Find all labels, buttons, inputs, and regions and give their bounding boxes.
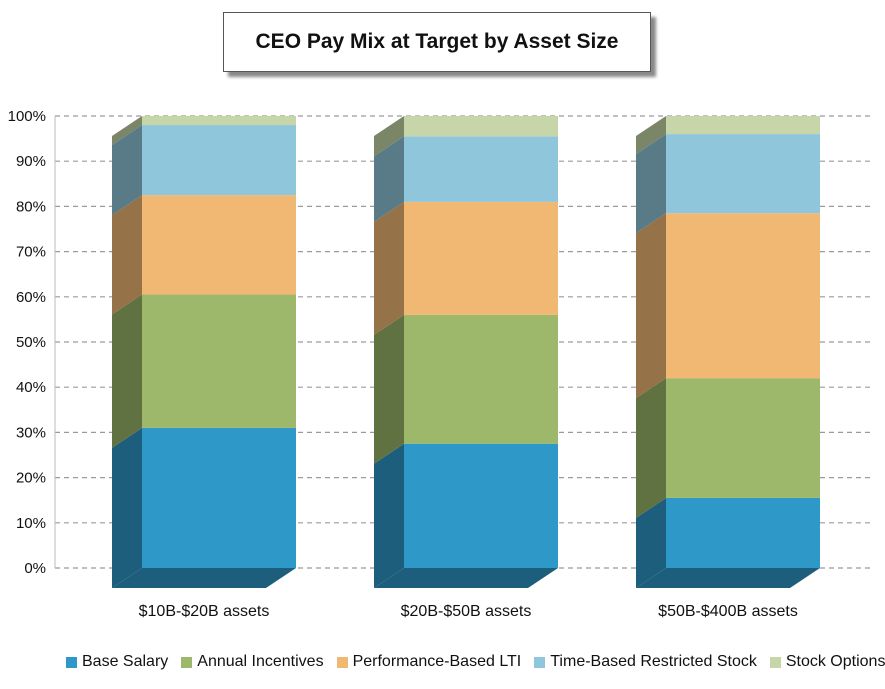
bar-segment <box>404 136 558 202</box>
y-tick-label: 50% <box>16 334 46 351</box>
bars <box>112 116 820 588</box>
legend-label: Stock Options <box>785 653 885 670</box>
bar-segment-side <box>636 116 666 155</box>
y-tick-label: 10% <box>16 515 46 532</box>
bar-segment <box>666 213 820 379</box>
bar-segment-side <box>636 134 666 234</box>
legend-item: Time-Based Restricted Stock <box>534 653 757 671</box>
y-tick-label: 100% <box>8 108 46 125</box>
bar-group <box>374 116 558 588</box>
bar-segment-side <box>112 195 142 315</box>
y-axis-ticks: 0% 10% 20% 30% 40% 50% 60% 70% 80% 90% 100% <box>8 108 46 577</box>
y-tick-label: 40% <box>16 379 46 396</box>
bar-base <box>374 568 558 588</box>
legend-swatch <box>66 656 77 668</box>
bar-segment-side <box>112 427 142 588</box>
bar-segment <box>404 443 558 568</box>
bar-group <box>636 116 820 588</box>
legend-swatch <box>181 656 193 668</box>
bar-segment <box>666 116 820 135</box>
bar-segment-side <box>374 314 404 464</box>
legend-label: Annual Incentives <box>197 653 324 670</box>
y-tick-label: 0% <box>24 560 46 577</box>
bar-segment <box>404 314 558 444</box>
bar-segment <box>666 134 820 214</box>
bar-segment <box>142 125 296 196</box>
x-axis-categories: $10B-$20B assets $20B-$50B assets $50B-$40… <box>139 603 798 620</box>
bar-segment-side <box>112 116 142 146</box>
bar-segment <box>142 195 296 295</box>
bar-segment-side <box>636 497 666 588</box>
y-tick-label: 60% <box>16 289 46 306</box>
bar-segment-side <box>374 443 404 588</box>
legend-swatch <box>534 656 546 668</box>
bar-segment <box>404 201 558 315</box>
bar-base <box>636 568 820 588</box>
y-tick-label: 70% <box>16 244 46 261</box>
bar-segment <box>666 497 820 568</box>
chart-title-box: CEO Pay Mix at Target by Asset Size <box>223 12 651 72</box>
bar-segment-side <box>112 294 142 448</box>
bar-group <box>112 116 296 588</box>
y-tick-label: 30% <box>16 424 46 441</box>
legend-label: Performance-Based LTI <box>352 653 522 670</box>
legend-item: Base Salary <box>66 653 168 671</box>
bar-segment-side <box>636 213 666 399</box>
bar-base <box>112 568 296 588</box>
x-category-label: $10B-$20B assets <box>139 603 270 620</box>
bar-segment <box>142 427 296 568</box>
bar-segment-side <box>374 201 404 335</box>
bar-segment <box>142 116 296 126</box>
y-tick-label: 90% <box>16 153 46 170</box>
legend-swatch <box>769 656 781 668</box>
bar-segment-side <box>636 378 666 518</box>
bar-segment-side <box>374 136 404 222</box>
bar-segment <box>666 378 820 498</box>
legend-swatch <box>336 656 348 668</box>
y-tick-label: 20% <box>16 470 46 487</box>
legend: Base Salary Annual Incentives Performance-… <box>66 651 885 673</box>
legend-item: Annual Incentives <box>181 653 324 671</box>
bar-segment-side <box>374 116 404 157</box>
y-tick-label: 80% <box>16 198 46 215</box>
legend-label: Time-Based Restricted Stock <box>550 653 757 670</box>
x-category-label: $50B-$400B assets <box>658 603 798 620</box>
bar-segment-side <box>112 125 142 216</box>
bar-segment <box>404 116 558 137</box>
x-category-label: $20B-$50B assets <box>401 603 532 620</box>
legend-item: Performance-Based LTI <box>336 653 522 671</box>
legend-item: Stock Options <box>769 653 885 671</box>
bar-segment <box>142 294 296 428</box>
legend-label: Base Salary <box>82 653 169 670</box>
chart-title: CEO Pay Mix at Target by Asset Size <box>255 30 619 53</box>
